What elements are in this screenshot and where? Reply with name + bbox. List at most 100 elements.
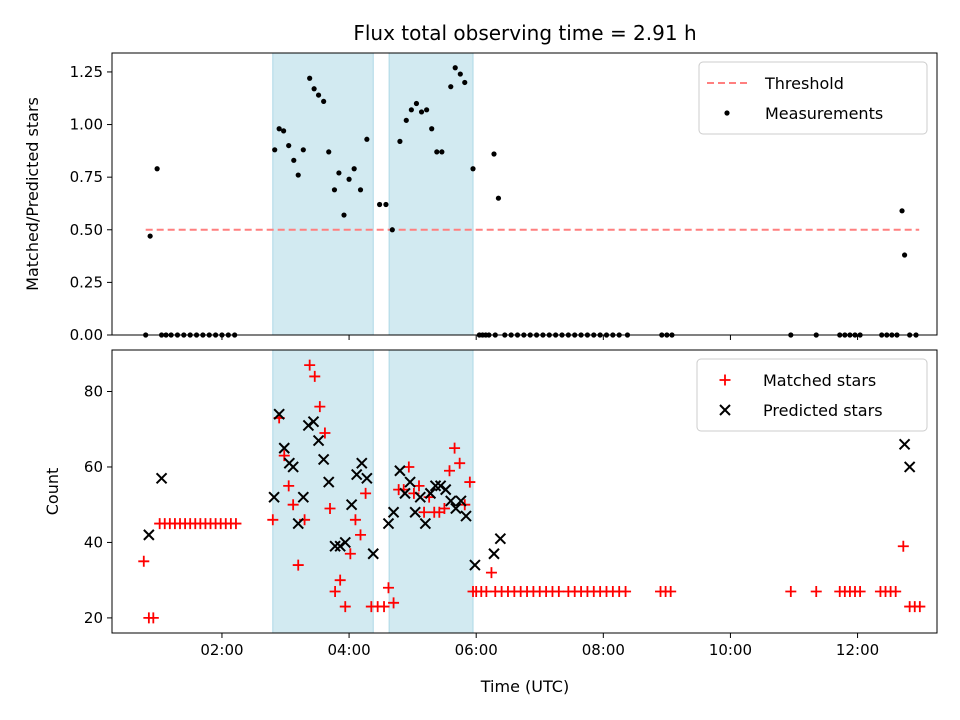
bottom-cross-point	[455, 495, 467, 507]
top-dot-point	[281, 128, 287, 134]
top-dot-point	[291, 157, 297, 163]
top-dot-point	[336, 170, 342, 176]
bottom-cross-point	[424, 487, 437, 500]
top-dot-point	[341, 212, 347, 218]
bottom-series-1	[143, 408, 916, 571]
top-y-tick-label: 0.75	[70, 168, 103, 186]
top-dot-point	[462, 79, 468, 86]
bottom-plus-point	[444, 465, 455, 477]
bottom-plus-point	[665, 585, 677, 597]
top-dot-point	[899, 208, 905, 214]
top-dot-point	[346, 176, 352, 182]
top-observing-window-0	[272, 52, 374, 336]
legend-label: Matched stars	[763, 371, 876, 390]
top-dot-point	[495, 195, 502, 201]
bottom-cross-point	[317, 453, 330, 466]
bottom-plus-point	[438, 502, 450, 514]
bottom-plus-point	[854, 585, 866, 597]
bottom-cross-point	[278, 442, 290, 454]
top-panel-frame	[111, 52, 938, 336]
bottom-plus-point	[914, 601, 926, 613]
x-axis-label: Time (UTC)	[480, 677, 569, 696]
x-tick-label: 12:00	[836, 641, 879, 659]
top-dot-point	[295, 172, 301, 178]
bottom-plus-point	[360, 487, 372, 499]
bottom-plus-point	[890, 585, 902, 597]
top-y-tick-label: 1.25	[70, 63, 103, 81]
x-tick-label: 02:00	[200, 641, 243, 659]
bottom-cross-point	[339, 536, 351, 549]
top-dot-point	[901, 252, 908, 258]
bottom-plus-point	[464, 476, 476, 488]
top-dot-point	[389, 227, 395, 233]
top-dot-point	[470, 166, 476, 172]
bottom-cross-point	[323, 476, 335, 488]
bottom-cross-point	[898, 438, 911, 451]
top-dot-point	[351, 166, 357, 172]
bottom-cross-point	[445, 495, 457, 507]
top-observing-window-1	[388, 52, 474, 336]
bottom-cross-point	[414, 491, 426, 503]
x-tick-label: 06:00	[455, 641, 498, 659]
bottom-cross-point	[273, 408, 285, 420]
top-dot-point	[439, 149, 445, 155]
bottom-cross-point	[307, 415, 320, 428]
bottom-plus-point	[283, 480, 295, 492]
top-dot-point	[272, 147, 278, 153]
bottom-y-axis-label: Count	[43, 468, 62, 516]
top-y-tick-label: 0.50	[70, 221, 103, 239]
bottom-plus-point	[309, 370, 321, 382]
top-panel: 0.00 0.25 0.50 0.75 1.00 1.25 Matched/Predict…	[23, 52, 938, 344]
bottom-plus-point	[314, 401, 326, 413]
bottom-plus-point	[138, 555, 150, 567]
bottom-cross-point	[394, 465, 406, 477]
bottom-plus-point	[267, 514, 279, 526]
bottom-cross-point	[143, 529, 155, 541]
top-dot-point	[457, 71, 463, 77]
legend-plus-swatch	[719, 374, 731, 386]
legend-label: Measurements	[765, 104, 883, 123]
bottom-plus-point	[378, 601, 390, 613]
top-legend: Threshold Measurements	[698, 61, 928, 135]
top-dot-point	[418, 109, 425, 115]
top-dot-point	[331, 187, 338, 193]
top-dot-point	[315, 92, 322, 98]
bottom-cross-point	[367, 548, 379, 560]
bottom-cross-point	[292, 517, 304, 530]
bottom-plus-point	[418, 506, 430, 518]
top-legend-box	[698, 61, 928, 135]
bottom-plus-point	[355, 529, 367, 541]
top-dot-point	[424, 107, 430, 113]
top-dot-point	[383, 201, 389, 208]
bottom-cross-point	[460, 510, 472, 522]
bottom-cross-point	[155, 472, 168, 485]
top-y-tick-label: 0.00	[70, 326, 103, 344]
bottom-y-tick-label: 80	[84, 383, 103, 401]
bottom-plus-point	[403, 461, 415, 473]
bottom-cross-point	[361, 472, 373, 485]
chart-title: Flux total observing time = 2.91 h	[353, 21, 696, 45]
x-tick-label: 04:00	[327, 641, 370, 659]
legend-label: Threshold	[764, 74, 844, 93]
bottom-plus-point	[230, 518, 242, 530]
top-y-tick-label: 0.25	[70, 273, 103, 291]
bottom-plus-point	[553, 585, 565, 597]
bottom-cross-point	[399, 487, 411, 500]
bottom-cross-point	[345, 498, 358, 511]
top-dot-point	[147, 233, 153, 239]
bottom-plus-point	[287, 499, 299, 511]
bottom-plus-point	[785, 585, 797, 597]
bottom-cross-point	[429, 480, 442, 492]
top-dot-point	[300, 147, 306, 153]
bottom-plus-point	[339, 601, 351, 613]
bottom-cross-point	[268, 491, 280, 503]
bottom-cross-point	[287, 461, 299, 473]
bottom-plus-point	[485, 567, 497, 579]
bottom-cross-point	[903, 461, 916, 473]
x-tick-label: 08:00	[582, 641, 625, 659]
top-y-tick-label: 1.00	[70, 116, 103, 134]
bottom-plus-point	[292, 559, 304, 571]
bottom-cross-point	[494, 532, 507, 545]
bottom-plus-point	[329, 585, 341, 597]
top-dot-point	[311, 86, 317, 92]
